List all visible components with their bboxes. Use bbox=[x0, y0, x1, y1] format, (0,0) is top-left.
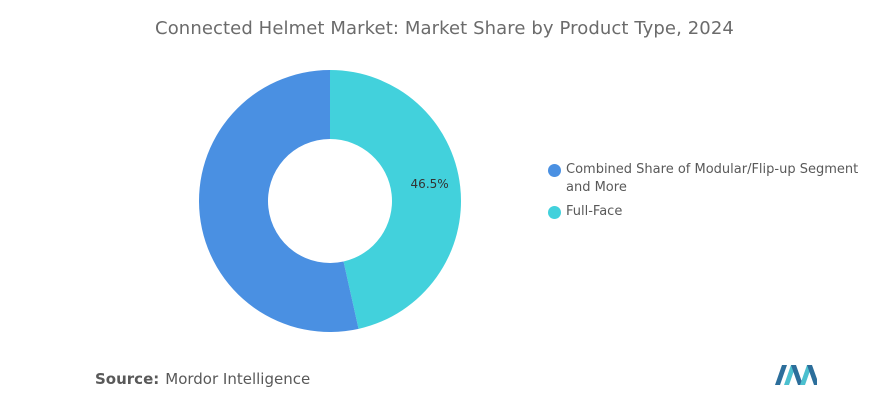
legend-swatch-combined-share bbox=[548, 164, 561, 177]
donut-slices bbox=[199, 70, 462, 332]
data-label-full-face: 46.5% bbox=[411, 177, 449, 191]
donut-slice-full-face bbox=[330, 70, 462, 329]
legend-item-full-face: Full-Face bbox=[548, 203, 868, 221]
legend-label-full-face: Full-Face bbox=[566, 204, 623, 219]
legend-swatch-full-face bbox=[548, 206, 561, 219]
chart-title: Connected Helmet Market: Market Share by… bbox=[155, 18, 734, 39]
source-note: Source: Mordor Intelligence bbox=[95, 370, 310, 388]
source-value: Mordor Intelligence bbox=[165, 370, 311, 388]
legend-label-combined-share: Combined Share of Modular/Flip-up Segmen… bbox=[566, 162, 859, 195]
chart-legend: Combined Share of Modular/Flip-up Segmen… bbox=[548, 161, 868, 227]
donut-data-labels: 46.5% bbox=[411, 177, 449, 191]
donut-slice-combined-share bbox=[199, 70, 359, 332]
legend-item-combined-share: Combined Share of Modular/Flip-up Segmen… bbox=[548, 161, 868, 197]
mordor-intelligence-logo-icon bbox=[775, 365, 817, 385]
source-label: Source: bbox=[95, 370, 160, 388]
